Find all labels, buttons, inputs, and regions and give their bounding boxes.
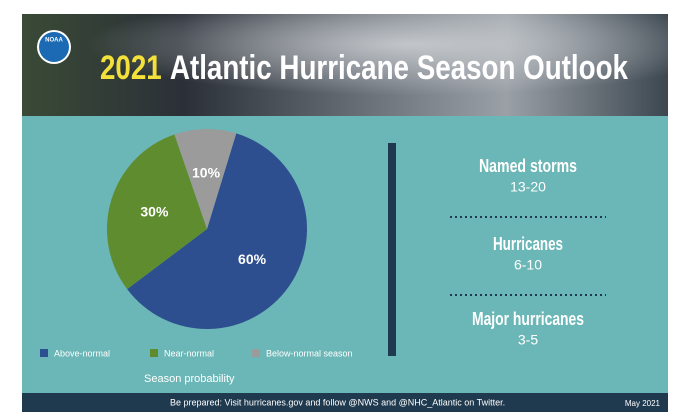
title: 2021Atlantic Hurricane Season Outlook [100, 49, 628, 87]
outlook-value: 6-10 [514, 257, 542, 273]
legend-swatch [40, 349, 48, 357]
outlook-label: Major hurricanes [472, 309, 584, 329]
pie-slice [106, 134, 207, 290]
title-year: 2021 [100, 49, 162, 87]
title-text: Atlantic Hurricane Season Outlook [170, 49, 628, 87]
pie-slice [127, 133, 308, 329]
footer-note: Be prepared: Visit hurricanes.gov and fo… [170, 397, 505, 407]
pie-slice [174, 129, 237, 229]
legend-label: Above-normal [54, 348, 110, 358]
legend-label: Below-normal season [266, 348, 353, 358]
outlook-value: 3-5 [518, 332, 538, 348]
slice-label: 10% [192, 165, 221, 181]
divider [388, 143, 396, 356]
legend-label: Near-normal [164, 348, 214, 358]
outlook-label: Hurricanes [493, 234, 563, 254]
outlook-label: Named storms [479, 156, 577, 176]
legend-swatch [150, 349, 158, 357]
header-clouds [22, 14, 668, 116]
legend-swatch [252, 349, 260, 357]
slice-label: 30% [140, 204, 169, 220]
chart-label: Season probability [144, 373, 235, 385]
footer-date: May 2021 [625, 399, 661, 408]
outlook-value: 13-20 [510, 179, 546, 195]
logo-text: NOAA [45, 38, 63, 44]
slice-label: 60% [238, 251, 267, 267]
logo [39, 32, 69, 62]
footer-background [22, 393, 668, 412]
